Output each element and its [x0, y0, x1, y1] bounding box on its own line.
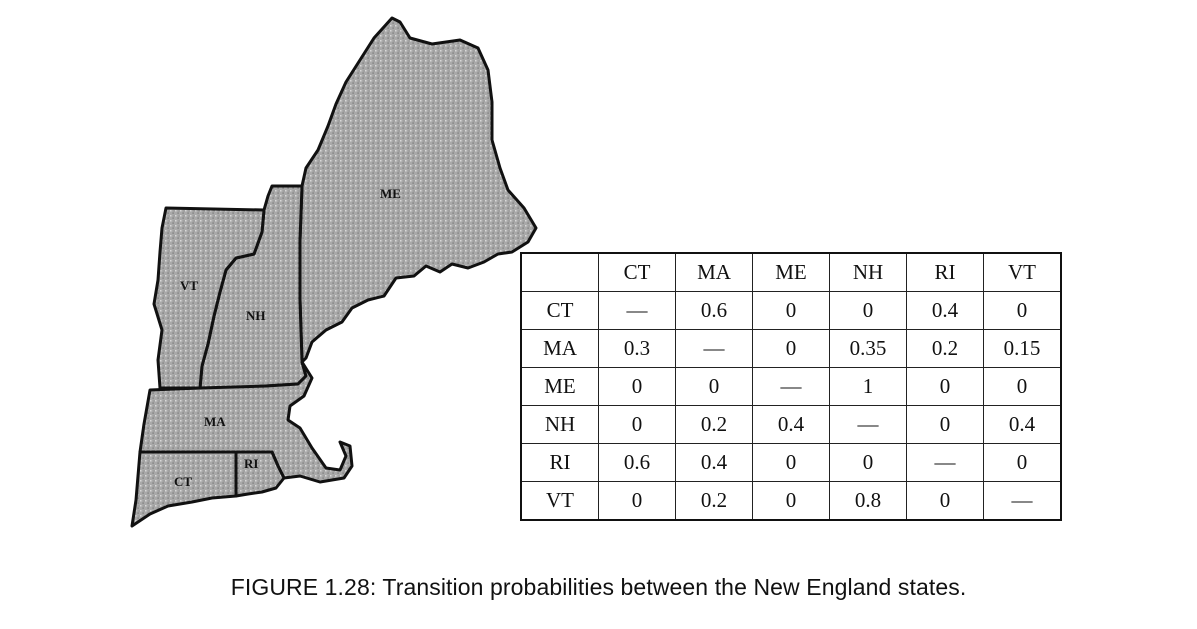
table-corner-cell — [520, 252, 599, 292]
column-header-ri: RI — [906, 252, 984, 292]
cell-ma-vt: 0.15 — [983, 329, 1062, 368]
cell-vt-ma: 0.2 — [675, 481, 753, 521]
cell-ct-ma: 0.6 — [675, 291, 753, 330]
cell-nh-ct: 0 — [598, 405, 676, 444]
cell-ri-ri: — — [906, 443, 984, 482]
transition-matrix-table: CT MA ME NH RI VT CT —0.6 0 0 0.4 0 MA 0.3—0 0.35 0.2 0.… — [520, 252, 1062, 521]
map-label-ct: CT — [174, 474, 192, 489]
table-row: NH 0 0.2 0.4—0 0.4 — [520, 405, 1062, 444]
cell-me-me: — — [752, 367, 830, 406]
table-row: MA 0.3—0 0.35 0.2 0.15 — [520, 329, 1062, 368]
row-header-ct: CT — [520, 291, 599, 330]
cell-ct-ri: 0.4 — [906, 291, 984, 330]
column-header-nh: NH — [829, 252, 907, 292]
map-label-nh: NH — [246, 308, 266, 323]
row-header-vt: VT — [520, 481, 599, 521]
cell-me-ri: 0 — [906, 367, 984, 406]
cell-vt-ct: 0 — [598, 481, 676, 521]
table-row: VT 0 0.2 0 0.8 0— — [520, 481, 1062, 521]
cell-vt-ri: 0 — [906, 481, 984, 521]
column-header-me: ME — [752, 252, 830, 292]
map-label-ma: MA — [204, 414, 226, 429]
table-row: CT —0.6 0 0 0.4 0 — [520, 291, 1062, 330]
state-vermont — [152, 206, 266, 390]
map-label-vt: VT — [180, 278, 198, 293]
state-maine — [298, 16, 538, 364]
cell-nh-ri: 0 — [906, 405, 984, 444]
cell-ma-ri: 0.2 — [906, 329, 984, 368]
cell-ct-nh: 0 — [829, 291, 907, 330]
state-connecticut — [130, 450, 238, 528]
cell-nh-ma: 0.2 — [675, 405, 753, 444]
column-header-ct: CT — [598, 252, 676, 292]
cell-ct-me: 0 — [752, 291, 830, 330]
cell-vt-nh: 0.8 — [829, 481, 907, 521]
cell-ri-vt: 0 — [983, 443, 1062, 482]
cell-ct-ct: — — [598, 291, 676, 330]
cell-ri-ct: 0.6 — [598, 443, 676, 482]
cell-ri-ma: 0.4 — [675, 443, 753, 482]
new-england-map: ME VT NH MA CT RI — [130, 16, 538, 528]
map-label-me: ME — [380, 186, 401, 201]
figure-caption: FIGURE 1.28: Transition probabilities be… — [230, 574, 967, 600]
cell-me-vt: 0 — [983, 367, 1062, 406]
column-header-vt: VT — [983, 252, 1062, 292]
row-header-ma: MA — [520, 329, 599, 368]
cell-nh-nh: — — [829, 405, 907, 444]
cell-ri-me: 0 — [752, 443, 830, 482]
cell-nh-vt: 0.4 — [983, 405, 1062, 444]
cell-me-nh: 1 — [829, 367, 907, 406]
cell-ct-vt: 0 — [983, 291, 1062, 330]
table-header-row: CT MA ME NH RI VT — [520, 252, 1062, 292]
cell-vt-vt: — — [983, 481, 1062, 521]
cell-ma-ma: — — [675, 329, 753, 368]
cell-ma-nh: 0.35 — [829, 329, 907, 368]
cell-ma-ct: 0.3 — [598, 329, 676, 368]
row-header-me: ME — [520, 367, 599, 406]
state-rhode-island — [234, 450, 286, 498]
cell-vt-me: 0 — [752, 481, 830, 521]
map-label-ri: RI — [244, 456, 258, 471]
row-header-nh: NH — [520, 405, 599, 444]
column-header-ma: MA — [675, 252, 753, 292]
table-row: ME 0 0—1 0 0 — [520, 367, 1062, 406]
cell-me-ma: 0 — [675, 367, 753, 406]
cell-nh-me: 0.4 — [752, 405, 830, 444]
cell-me-ct: 0 — [598, 367, 676, 406]
row-header-ri: RI — [520, 443, 599, 482]
cell-ri-nh: 0 — [829, 443, 907, 482]
cell-ma-me: 0 — [752, 329, 830, 368]
table-row: RI 0.6 0.4 0 0—0 — [520, 443, 1062, 482]
